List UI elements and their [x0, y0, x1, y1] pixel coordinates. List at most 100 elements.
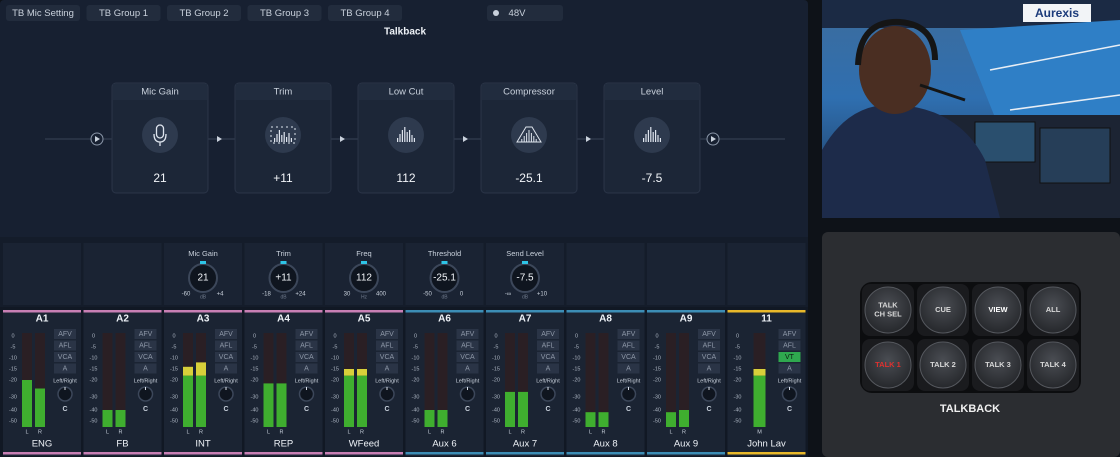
strip-button[interactable]	[778, 329, 801, 339]
strip-button[interactable]	[698, 329, 720, 339]
meter-scale-label: -10	[90, 355, 98, 361]
channel-label: Aux 7	[513, 439, 537, 450]
strip-button[interactable]	[778, 340, 801, 351]
strip-button[interactable]	[617, 340, 640, 351]
strip-button[interactable]	[617, 363, 640, 374]
tab[interactable]	[328, 5, 402, 21]
panel-button[interactable]	[864, 286, 912, 334]
strip-button[interactable]	[376, 352, 398, 362]
panel-button[interactable]	[1029, 286, 1077, 334]
knob-min: -∞	[505, 292, 511, 298]
strip-button-label: A	[787, 366, 792, 373]
panel-button[interactable]	[864, 341, 912, 389]
meter-level	[263, 383, 274, 427]
strip-button[interactable]	[54, 329, 76, 339]
process-header	[359, 84, 453, 100]
meter-scale-label: -5	[172, 344, 177, 350]
strip-button-label: VCA	[541, 354, 556, 361]
channel-bottom-bar	[83, 452, 162, 455]
meter-level	[102, 410, 113, 427]
tab[interactable]	[247, 5, 322, 21]
meter-level	[437, 410, 448, 427]
strip-button[interactable]	[295, 340, 318, 351]
strip-button[interactable]	[295, 363, 318, 374]
strip-button[interactable]	[215, 352, 237, 362]
meter-scale-label: -10	[734, 355, 742, 361]
strip-button-label: VT	[785, 354, 795, 361]
strip-button[interactable]	[778, 352, 801, 362]
strip-button[interactable]	[617, 329, 640, 339]
strip-button[interactable]	[537, 363, 559, 374]
strip-button-label: A	[143, 366, 148, 373]
strip-button[interactable]	[215, 363, 237, 374]
strip-button[interactable]	[295, 352, 318, 362]
panel-button-label: TALK 2	[930, 360, 956, 369]
meter-scale-label: -15	[492, 366, 500, 372]
tab[interactable]	[86, 5, 161, 21]
title: Talkback	[384, 27, 426, 38]
knob-label: Trim	[276, 249, 291, 258]
meter-scale-label: -10	[412, 355, 420, 361]
strip-button[interactable]	[134, 363, 157, 374]
strip-button[interactable]	[456, 340, 479, 351]
strip-button[interactable]	[537, 340, 559, 351]
strip-button[interactable]	[295, 329, 318, 339]
meter-level	[196, 375, 206, 427]
meter-scale-label: -30	[90, 394, 98, 400]
panel-button[interactable]	[974, 286, 1022, 334]
strip-button[interactable]	[456, 363, 479, 374]
strip-button[interactable]	[617, 352, 640, 362]
panel-button-label: CH SEL	[874, 309, 902, 318]
dynamic-layer: TB Mic Setting TB Group 1 TB Group 2 TB Gro…	[3, 5, 1079, 456]
strip-button[interactable]	[54, 352, 76, 362]
strip-button[interactable]	[134, 340, 157, 351]
strip-button[interactable]	[134, 352, 157, 362]
knob-min: 30	[344, 292, 351, 298]
knob-indicator	[200, 261, 206, 264]
strip-button[interactable]	[54, 340, 76, 351]
knob-min: -60	[182, 292, 191, 298]
strip-button[interactable]	[698, 363, 720, 374]
strip-button[interactable]	[376, 329, 398, 339]
knob-cell	[647, 243, 725, 305]
strip-button[interactable]	[215, 329, 237, 339]
process-value: -7.5	[642, 171, 663, 185]
sponsor-text: Aurexis	[1035, 6, 1079, 20]
channel-name: A2	[116, 314, 129, 325]
meter-scale-label: -10	[492, 355, 500, 361]
panel-button[interactable]	[919, 286, 967, 334]
meter-scale-label: -10	[573, 355, 581, 361]
meter-scale-label: 0	[414, 333, 417, 339]
channel-bottom-bar	[164, 452, 242, 455]
panel-button[interactable]	[974, 341, 1022, 389]
strip-button-label: AFL	[622, 343, 635, 350]
tab[interactable]	[6, 5, 80, 21]
strip-button[interactable]	[456, 329, 479, 339]
channel-top-bar	[244, 310, 323, 313]
strip-button[interactable]	[215, 340, 237, 351]
strip-button[interactable]	[537, 329, 559, 339]
channel-label: Aux 9	[674, 439, 698, 450]
panel-button-label: TALK	[878, 300, 898, 309]
strip-button[interactable]	[456, 352, 479, 362]
strip-button[interactable]	[778, 363, 801, 374]
strip-button[interactable]	[54, 363, 76, 374]
strip-button[interactable]	[698, 340, 720, 351]
panel-button[interactable]	[1029, 341, 1077, 389]
strip-button[interactable]	[376, 363, 398, 374]
meter-scale-label: 0	[494, 333, 497, 339]
strip-button[interactable]	[134, 329, 157, 339]
strip-button-label: A	[385, 366, 390, 373]
strip-button[interactable]	[537, 352, 559, 362]
meter-scale-label: -50	[492, 418, 500, 424]
strip-button[interactable]	[698, 352, 720, 362]
process-icon-bg	[388, 117, 424, 153]
panel-button[interactable]	[919, 341, 967, 389]
strip-button-label: AFL	[461, 343, 474, 350]
strip-button[interactable]	[376, 340, 398, 351]
meter-bg	[276, 333, 287, 427]
knob-cell	[3, 243, 81, 305]
meter-scale-label: -15	[170, 366, 178, 372]
tab[interactable]	[167, 5, 241, 21]
phantom-toggle[interactable]	[487, 5, 563, 21]
